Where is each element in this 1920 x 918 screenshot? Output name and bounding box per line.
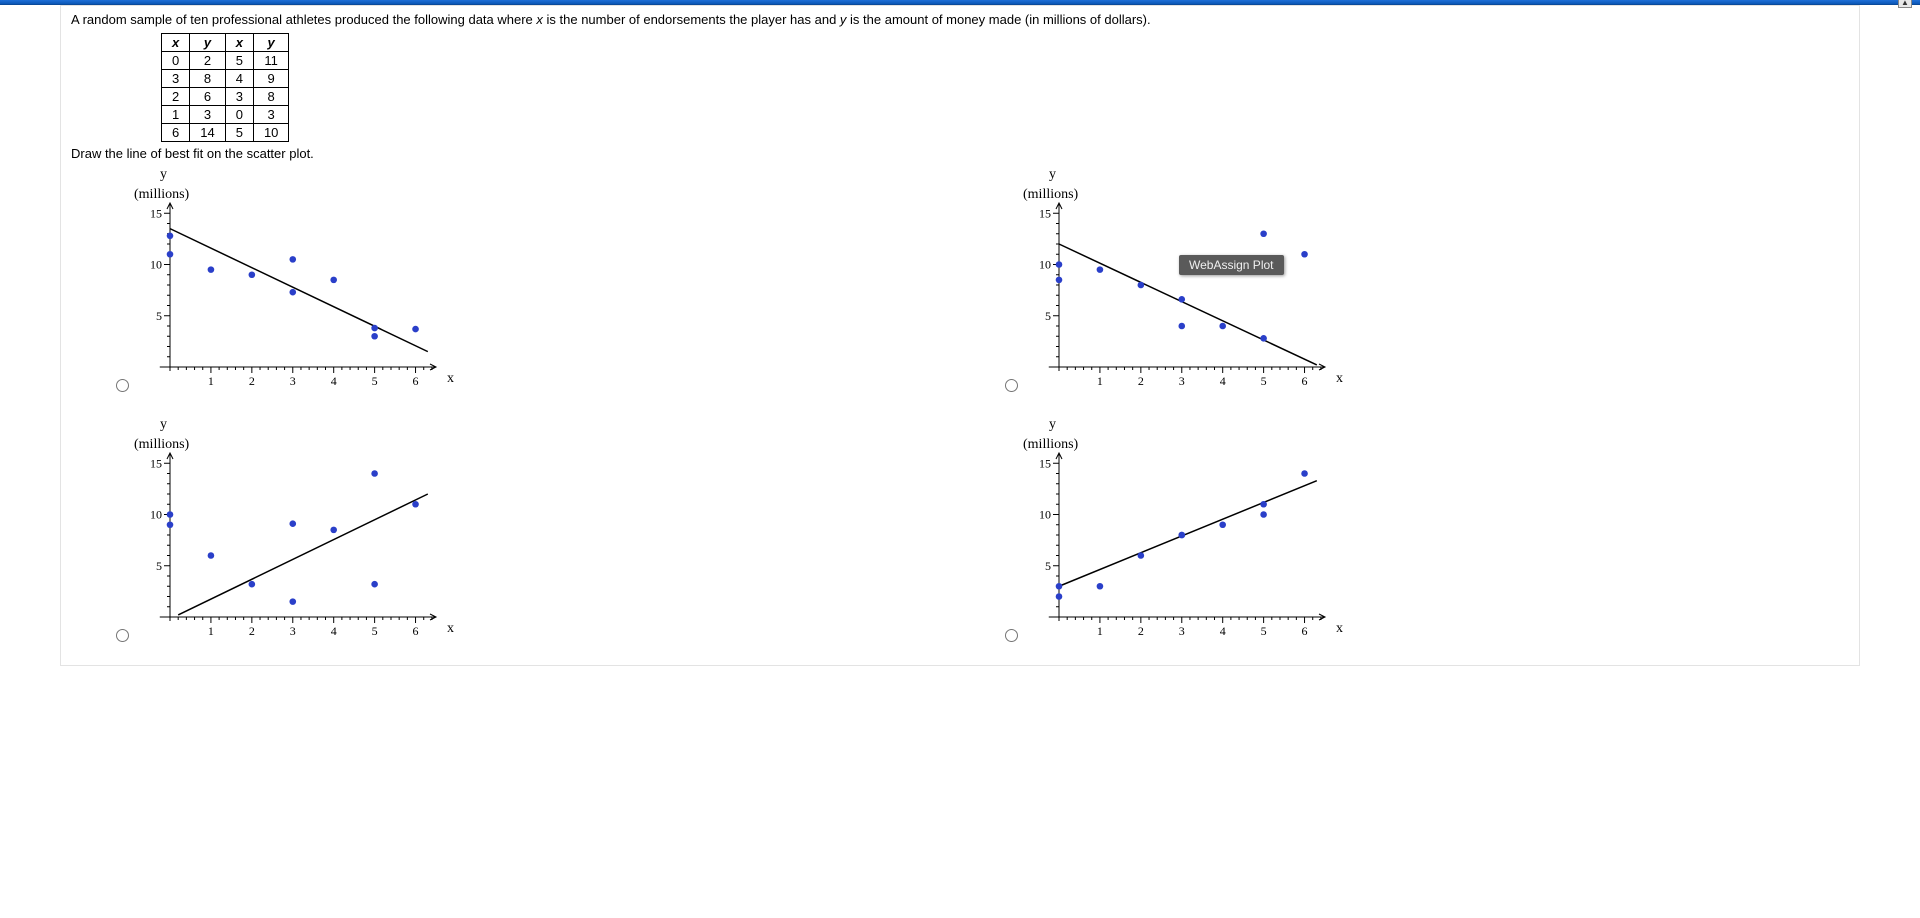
table-cell: 2 (162, 88, 190, 106)
prompt-text-2: is the number of endorsements the player… (543, 12, 840, 27)
table-row: 1303 (162, 106, 289, 124)
svg-text:5: 5 (156, 309, 162, 323)
svg-text:3: 3 (290, 374, 296, 388)
svg-text:5: 5 (1045, 559, 1051, 573)
table-cell: 14 (190, 124, 225, 142)
plot-d: y (millions) x 12345651015 (1029, 417, 1339, 647)
table-row: 614510 (162, 124, 289, 142)
table-cell: 8 (253, 88, 288, 106)
svg-text:2: 2 (1138, 374, 1144, 388)
scroll-up-icon[interactable]: ▲ (1898, 0, 1912, 8)
svg-text:6: 6 (413, 374, 419, 388)
option-c: y (millions) x 12345651015 (111, 417, 960, 647)
svg-text:6: 6 (1302, 624, 1308, 638)
table-cell: 0 (225, 106, 253, 124)
svg-text:15: 15 (1039, 456, 1051, 470)
svg-text:5: 5 (156, 559, 162, 573)
svg-text:4: 4 (1220, 374, 1226, 388)
option-c-radio[interactable] (116, 629, 129, 642)
svg-text:1: 1 (208, 624, 214, 638)
prompt-text-1: A random sample of ten professional athl… (71, 12, 536, 27)
table-row: 3849 (162, 70, 289, 88)
svg-text:2: 2 (1138, 624, 1144, 638)
table-cell: 6 (162, 124, 190, 142)
option-d-radio[interactable] (1005, 629, 1018, 642)
table-cell: 1 (162, 106, 190, 124)
answer-options-grid: y (millions) x 12345651015 y (millions) … (111, 167, 1849, 647)
svg-text:15: 15 (1039, 206, 1051, 220)
table-header: x (225, 34, 253, 52)
table-cell: 3 (225, 88, 253, 106)
svg-text:4: 4 (1220, 624, 1226, 638)
window-titlebar: ▲ (0, 0, 1920, 5)
table-cell: 8 (190, 70, 225, 88)
svg-text:10: 10 (150, 508, 162, 522)
table-cell: 5 (225, 52, 253, 70)
svg-text:6: 6 (413, 624, 419, 638)
plot-b: y (millions) x 12345651015 WebAssign Plo… (1029, 167, 1339, 397)
svg-text:1: 1 (208, 374, 214, 388)
svg-text:2: 2 (249, 374, 255, 388)
svg-text:3: 3 (1179, 374, 1185, 388)
svg-text:5: 5 (1261, 374, 1267, 388)
svg-text:1: 1 (1097, 624, 1103, 638)
option-b: y (millions) x 12345651015 WebAssign Plo… (1000, 167, 1849, 397)
table-cell: 6 (190, 88, 225, 106)
svg-text:5: 5 (372, 374, 378, 388)
table-row: 2638 (162, 88, 289, 106)
svg-text:2: 2 (249, 624, 255, 638)
table-header: y (253, 34, 288, 52)
option-b-radio[interactable] (1005, 379, 1018, 392)
table-cell: 3 (162, 70, 190, 88)
svg-text:3: 3 (1179, 624, 1185, 638)
svg-text:1: 1 (1097, 374, 1103, 388)
svg-text:5: 5 (372, 624, 378, 638)
option-d: y (millions) x 12345651015 (1000, 417, 1849, 647)
svg-text:15: 15 (150, 206, 162, 220)
table-cell: 0 (162, 52, 190, 70)
svg-text:15: 15 (150, 456, 162, 470)
table-cell: 10 (253, 124, 288, 142)
svg-text:10: 10 (1039, 258, 1051, 272)
table-cell: 4 (225, 70, 253, 88)
option-a-radio[interactable] (116, 379, 129, 392)
svg-text:4: 4 (331, 374, 337, 388)
table-cell: 3 (253, 106, 288, 124)
svg-text:10: 10 (1039, 508, 1051, 522)
question-container: A random sample of ten professional athl… (60, 5, 1860, 666)
instruction-line: Draw the line of best fit on the scatter… (71, 146, 1849, 161)
svg-text:5: 5 (1045, 309, 1051, 323)
svg-text:6: 6 (1302, 374, 1308, 388)
table-cell: 11 (253, 52, 288, 70)
table-cell: 9 (253, 70, 288, 88)
table-cell: 5 (225, 124, 253, 142)
question-prompt: A random sample of ten professional athl… (71, 12, 1849, 27)
table-header: y (190, 34, 225, 52)
table-cell: 3 (190, 106, 225, 124)
table-cell: 2 (190, 52, 225, 70)
webassign-tooltip: WebAssign Plot (1179, 255, 1284, 275)
svg-text:5: 5 (1261, 624, 1267, 638)
table-header: x (162, 34, 190, 52)
svg-text:10: 10 (150, 258, 162, 272)
data-table: xyxy 02511384926381303614510 (161, 33, 289, 142)
svg-text:4: 4 (331, 624, 337, 638)
plot-c: y (millions) x 12345651015 (140, 417, 450, 647)
svg-text:3: 3 (290, 624, 296, 638)
prompt-text-3: is the amount of money made (in millions… (846, 12, 1150, 27)
table-row: 02511 (162, 52, 289, 70)
plot-a: y (millions) x 12345651015 (140, 167, 450, 397)
option-a: y (millions) x 12345651015 (111, 167, 960, 397)
